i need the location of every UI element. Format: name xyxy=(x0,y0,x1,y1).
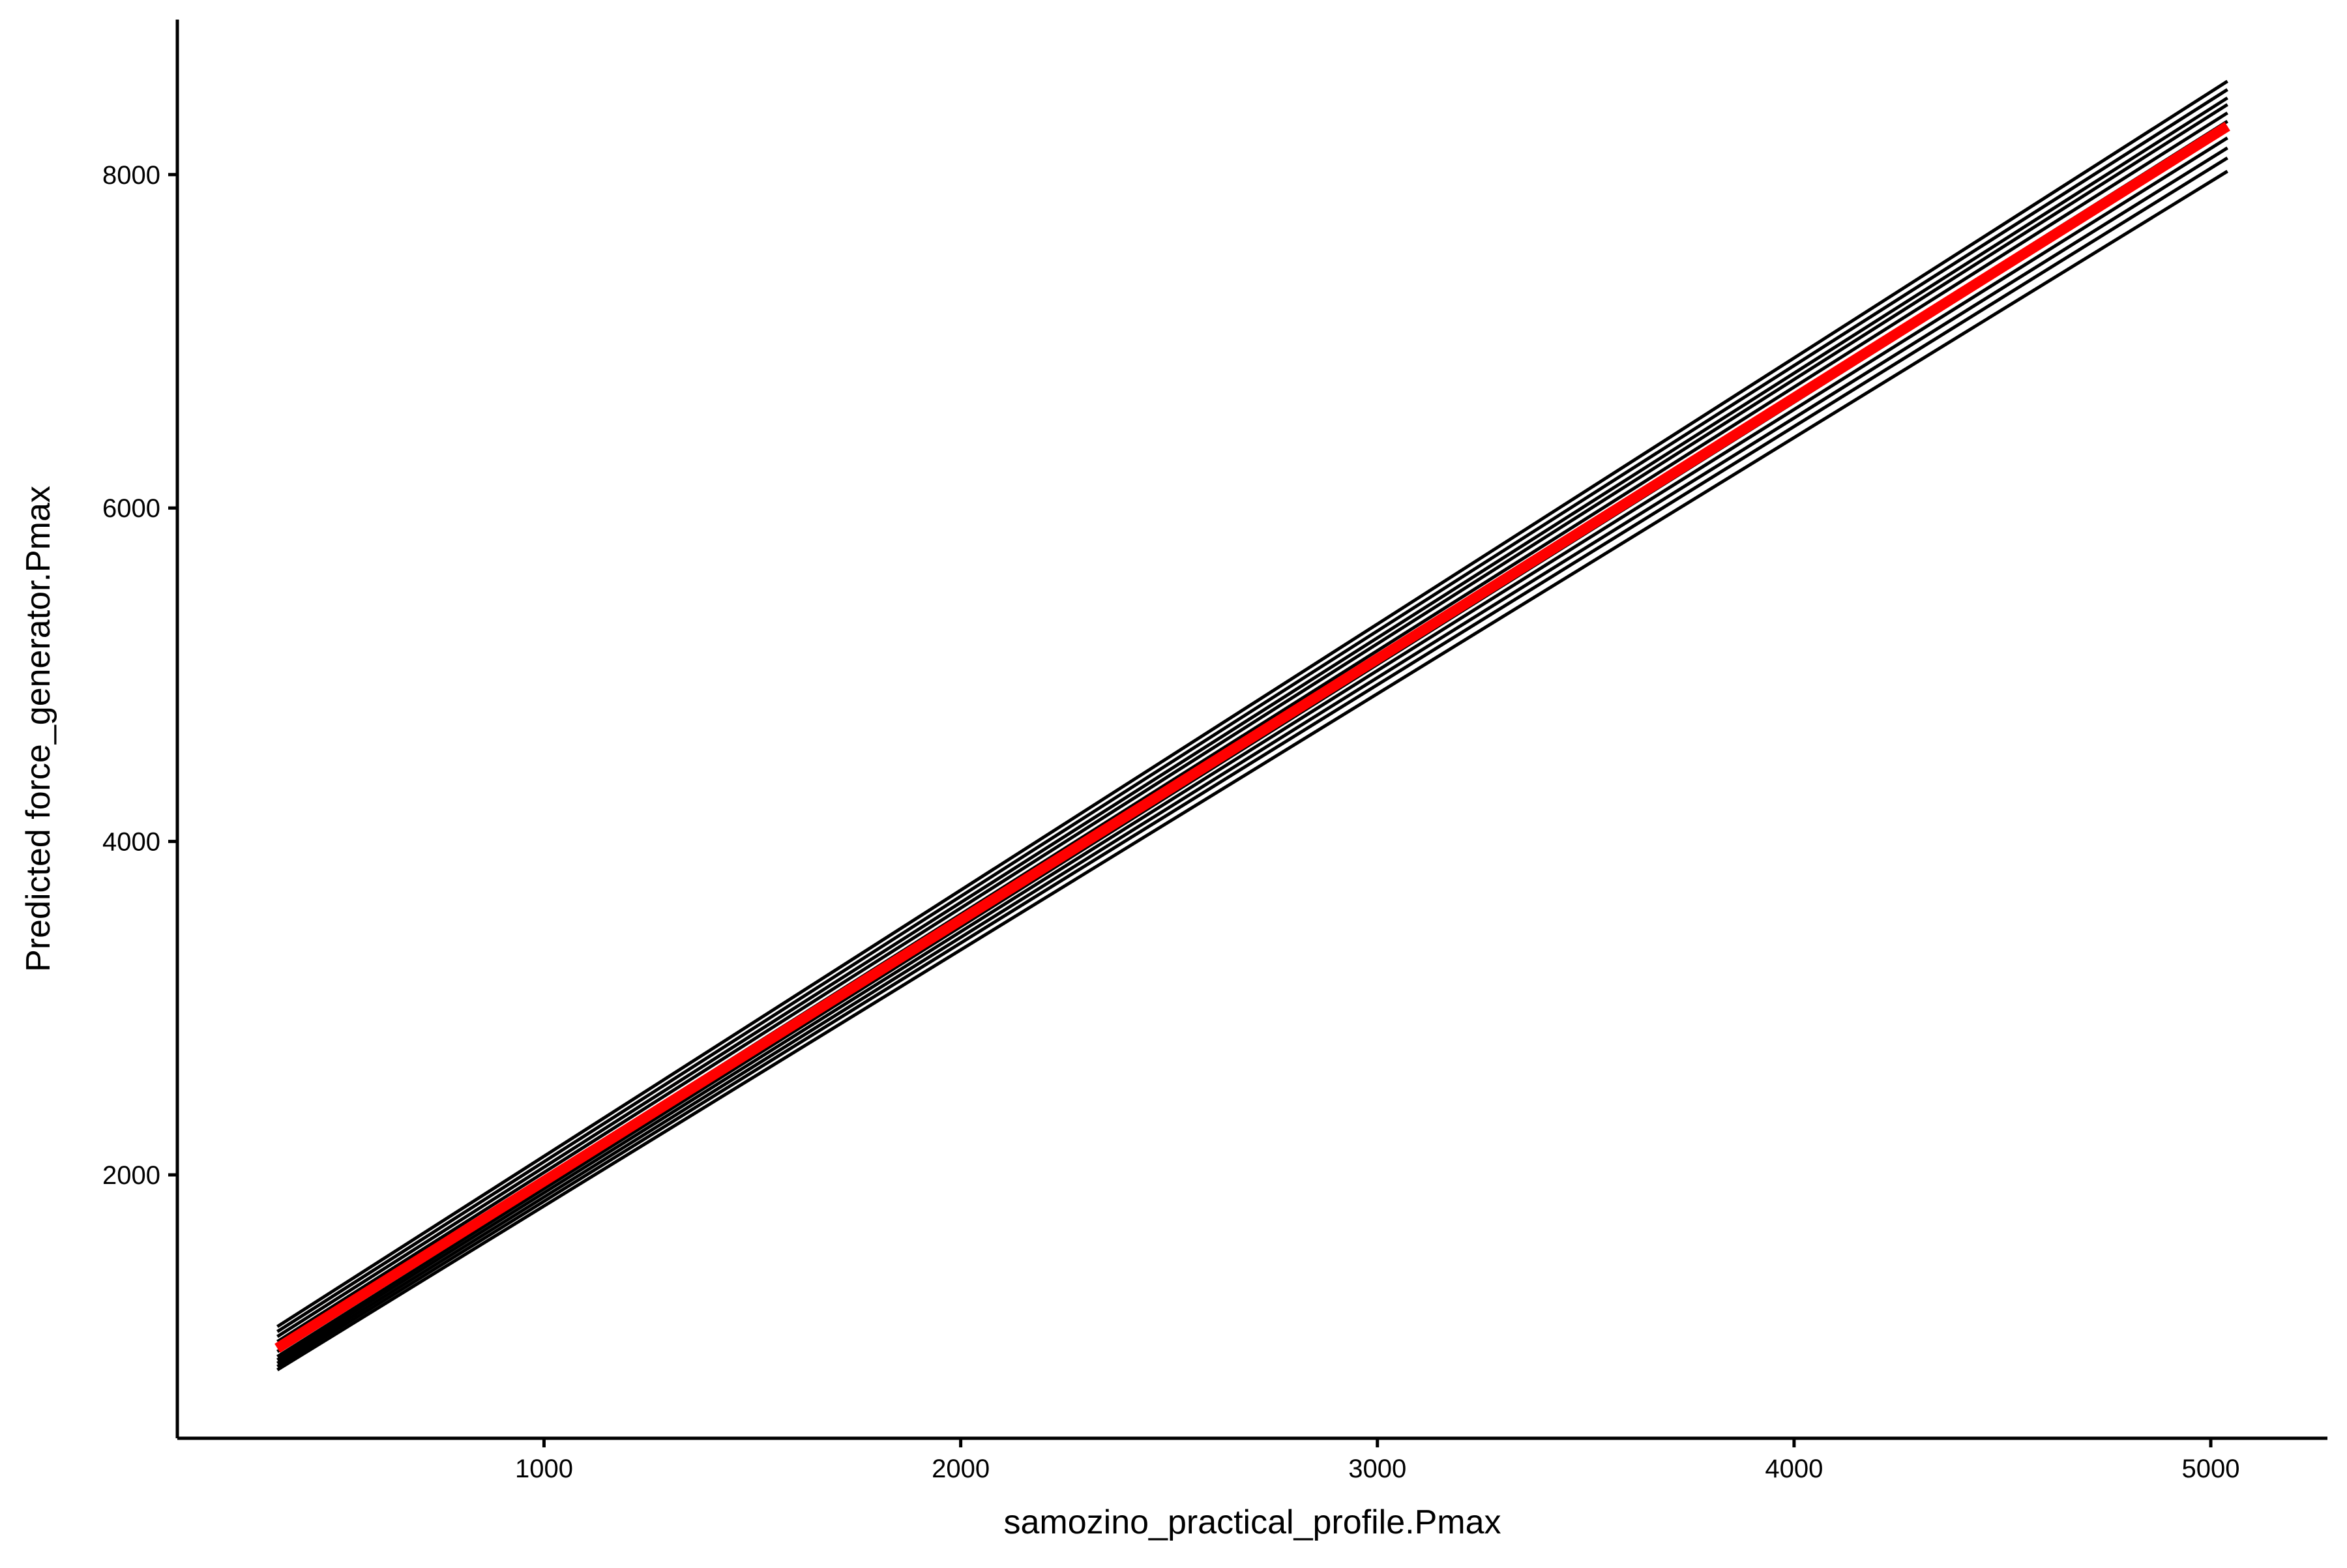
x-tick-label: 3000 xyxy=(1348,1455,1406,1483)
y-tick-label: 2000 xyxy=(102,1161,160,1190)
x-tick-label: 2000 xyxy=(932,1455,990,1483)
x-tick-label: 4000 xyxy=(1765,1455,1823,1483)
series-line-11 xyxy=(276,170,2228,1372)
series-line-3 xyxy=(276,96,2228,1339)
y-tick-label: 6000 xyxy=(102,494,160,523)
x-tick-label: 1000 xyxy=(515,1455,573,1483)
series-line-2 xyxy=(276,88,2228,1333)
series-line-4 xyxy=(276,103,2228,1343)
mean-series-line xyxy=(274,121,2230,1353)
series-line-9 xyxy=(276,146,2228,1365)
y-tick-label: 4000 xyxy=(102,828,160,857)
series-line-8 xyxy=(276,136,2228,1361)
axes xyxy=(175,20,2327,1440)
series-line-1 xyxy=(276,80,2228,1328)
y-axis-title: Predicted force_generator.Pmax xyxy=(20,486,57,972)
x-tick-label: 5000 xyxy=(2182,1455,2240,1483)
y-tick-label: 8000 xyxy=(102,161,160,190)
x-axis-ticks: 1000 2000 3000 4000 5000 xyxy=(515,1438,2240,1483)
series-line-10 xyxy=(276,156,2228,1368)
y-axis-ticks: 2000 4000 6000 8000 xyxy=(102,161,177,1190)
x-axis-title: samozino_practical_profile.Pmax xyxy=(1003,1503,1501,1541)
series-lines xyxy=(274,80,2230,1372)
